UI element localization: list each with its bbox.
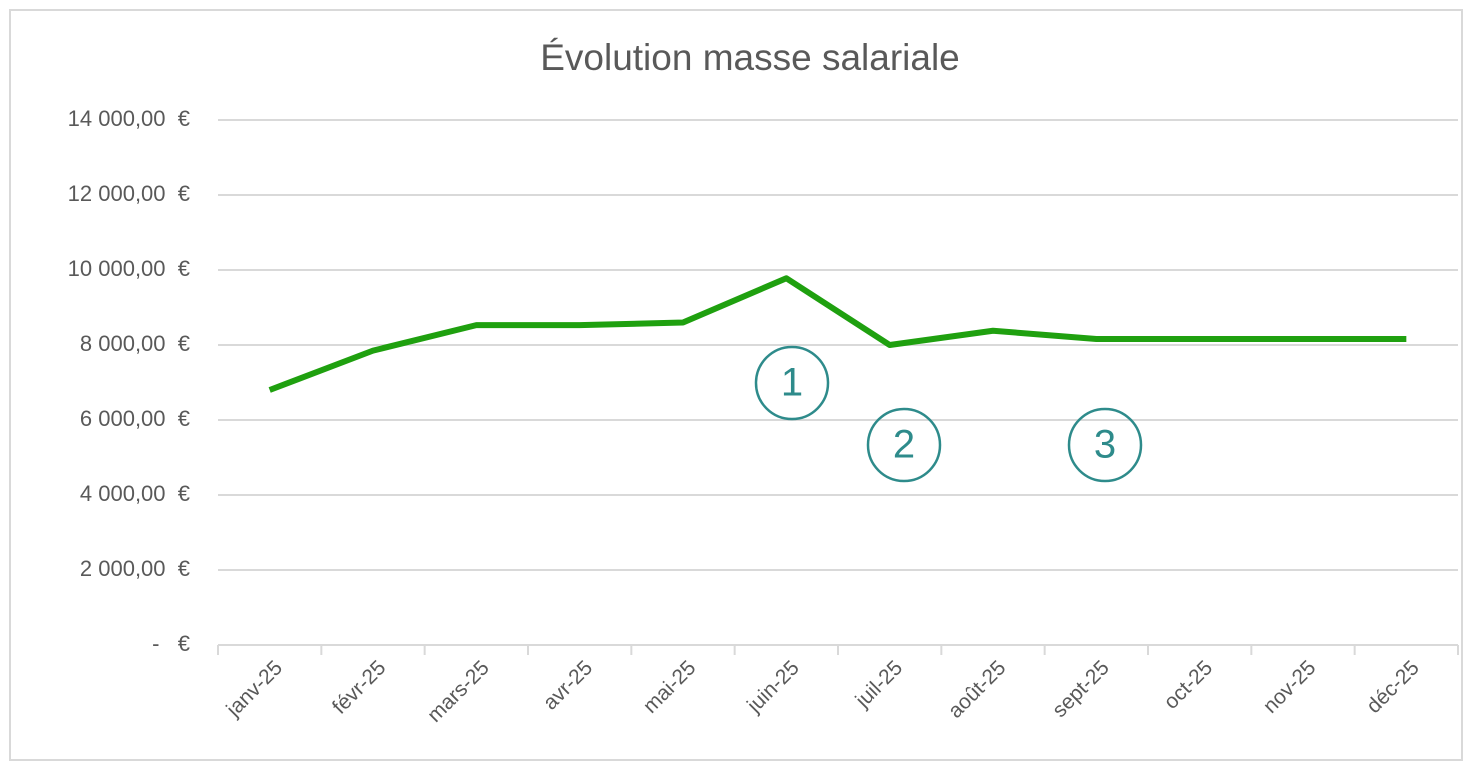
y-tick-label: 10 000,00 € xyxy=(68,256,190,281)
y-tick-label: 2 000,00 € xyxy=(80,556,190,581)
annotation-circle xyxy=(1067,407,1143,483)
chart-title: Évolution masse salariale xyxy=(540,37,960,78)
y-tick-label: 8 000,00 € xyxy=(80,331,190,356)
annotation: 3 xyxy=(1094,423,1116,467)
line-series xyxy=(268,275,1407,393)
annotation: 1 xyxy=(781,361,803,405)
y-tick-label: 12 000,00 € xyxy=(68,181,190,206)
annotation: 2 xyxy=(893,423,915,467)
y-tick-label: - € xyxy=(152,631,190,656)
chart-frame xyxy=(9,9,1463,761)
annotation-circle xyxy=(754,345,830,421)
y-tick-label: 6 000,00 € xyxy=(80,406,190,431)
annotation-circle xyxy=(866,407,942,483)
y-tick-label: 4 000,00 € xyxy=(80,481,190,506)
y-tick-label: 14 000,00 € xyxy=(68,106,190,131)
